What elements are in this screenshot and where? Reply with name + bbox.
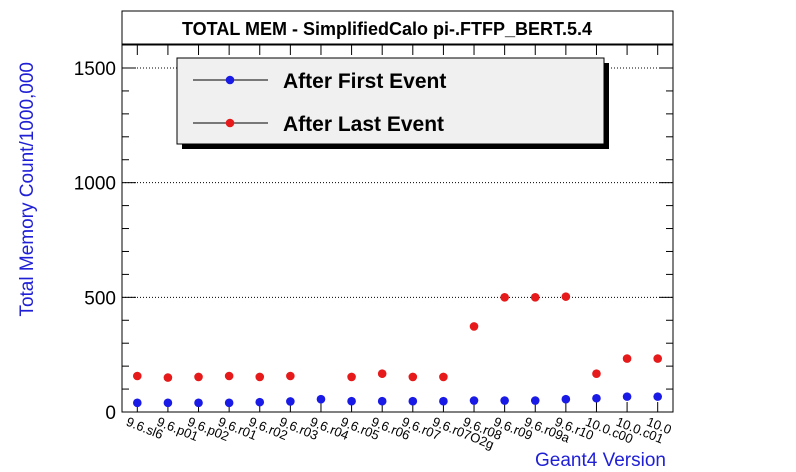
point-series-2 bbox=[163, 373, 173, 382]
point-series-1 bbox=[224, 398, 234, 408]
legend-label: After Last Event bbox=[283, 113, 444, 136]
chart-title: TOTAL MEM - SimplifiedCalo pi-.FTFP_BERT… bbox=[182, 19, 592, 39]
point-series-2 bbox=[286, 371, 295, 381]
point-series-1 bbox=[408, 396, 418, 406]
point-series-1 bbox=[592, 393, 601, 403]
legend-marker bbox=[225, 75, 235, 85]
legend-box bbox=[176, 57, 605, 145]
point-series-2 bbox=[592, 369, 601, 379]
point-series-2 bbox=[622, 354, 632, 363]
point-series-2 bbox=[561, 292, 571, 301]
point-series-2 bbox=[408, 372, 418, 382]
y-tick-label: 500 bbox=[84, 288, 116, 309]
legend-label: After First Event bbox=[283, 70, 446, 93]
legend-marker bbox=[225, 118, 235, 128]
point-series-1 bbox=[194, 398, 203, 408]
point-series-1 bbox=[163, 398, 173, 408]
point-series-2 bbox=[469, 322, 479, 331]
point-series-1 bbox=[347, 396, 356, 406]
point-series-2 bbox=[653, 354, 662, 363]
point-series-1 bbox=[439, 396, 448, 406]
point-series-2 bbox=[224, 371, 234, 381]
y-tick-label: 1000 bbox=[74, 174, 116, 195]
point-series-1 bbox=[286, 397, 295, 406]
y-axis-ticks: 0 500 1000 1500 bbox=[74, 59, 673, 424]
point-series-2 bbox=[377, 369, 387, 379]
point-series-2 bbox=[500, 293, 509, 302]
title-box bbox=[121, 10, 674, 45]
point-series-1 bbox=[622, 392, 632, 401]
point-series-1 bbox=[316, 394, 326, 404]
y-tick-label: 0 bbox=[105, 403, 116, 424]
point-series-2 bbox=[133, 371, 142, 381]
legend: After First Event After Last Event bbox=[193, 70, 446, 136]
y-tick-label: 1500 bbox=[74, 59, 116, 80]
point-series-2 bbox=[347, 372, 356, 382]
point-series-2 bbox=[530, 293, 540, 302]
point-series-1 bbox=[653, 392, 662, 401]
point-series-1 bbox=[377, 396, 387, 406]
data-points bbox=[133, 292, 662, 408]
point-series-2 bbox=[194, 372, 203, 382]
x-axis-title: Geant4 Version bbox=[535, 450, 666, 471]
point-series-1 bbox=[500, 396, 509, 405]
point-series-2 bbox=[255, 372, 265, 382]
point-series-1 bbox=[133, 398, 142, 408]
point-series-1 bbox=[530, 396, 540, 405]
point-series-1 bbox=[469, 396, 479, 405]
point-series-1 bbox=[255, 397, 265, 407]
point-series-2 bbox=[439, 372, 448, 382]
y-axis-title: Total Memory Count/1000,000 bbox=[17, 62, 38, 317]
point-series-1 bbox=[561, 394, 571, 404]
